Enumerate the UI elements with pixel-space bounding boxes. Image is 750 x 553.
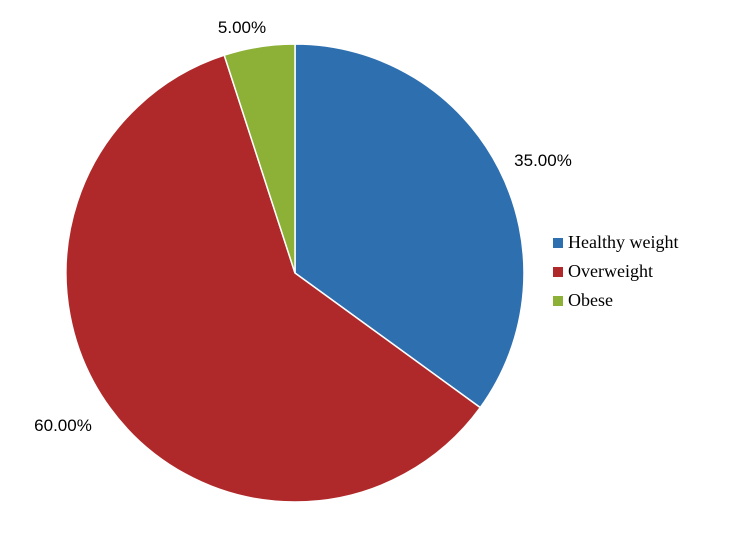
data-label-overweight: 60.00% <box>34 416 92 435</box>
pie-slice-obese <box>223 43 296 274</box>
legend-swatch-obese <box>553 296 563 306</box>
data-label-obese: 5.00% <box>218 18 266 37</box>
pie-slice-overweight <box>65 54 482 503</box>
data-label-healthy-weight: 35.00% <box>514 151 572 170</box>
pie-slices <box>65 43 525 503</box>
legend-label-obese: Obese <box>568 290 613 310</box>
legend-swatch-overweight <box>553 267 563 277</box>
legend: Healthy weight Overweight Obese <box>553 232 678 310</box>
data-labels: 35.00% 60.00% 5.00% <box>34 18 572 435</box>
legend-label-healthy-weight: Healthy weight <box>568 232 678 252</box>
pie-slice-healthy-weight <box>294 43 525 409</box>
legend-label-overweight: Overweight <box>568 261 653 281</box>
legend-swatch-healthy-weight <box>553 238 563 248</box>
